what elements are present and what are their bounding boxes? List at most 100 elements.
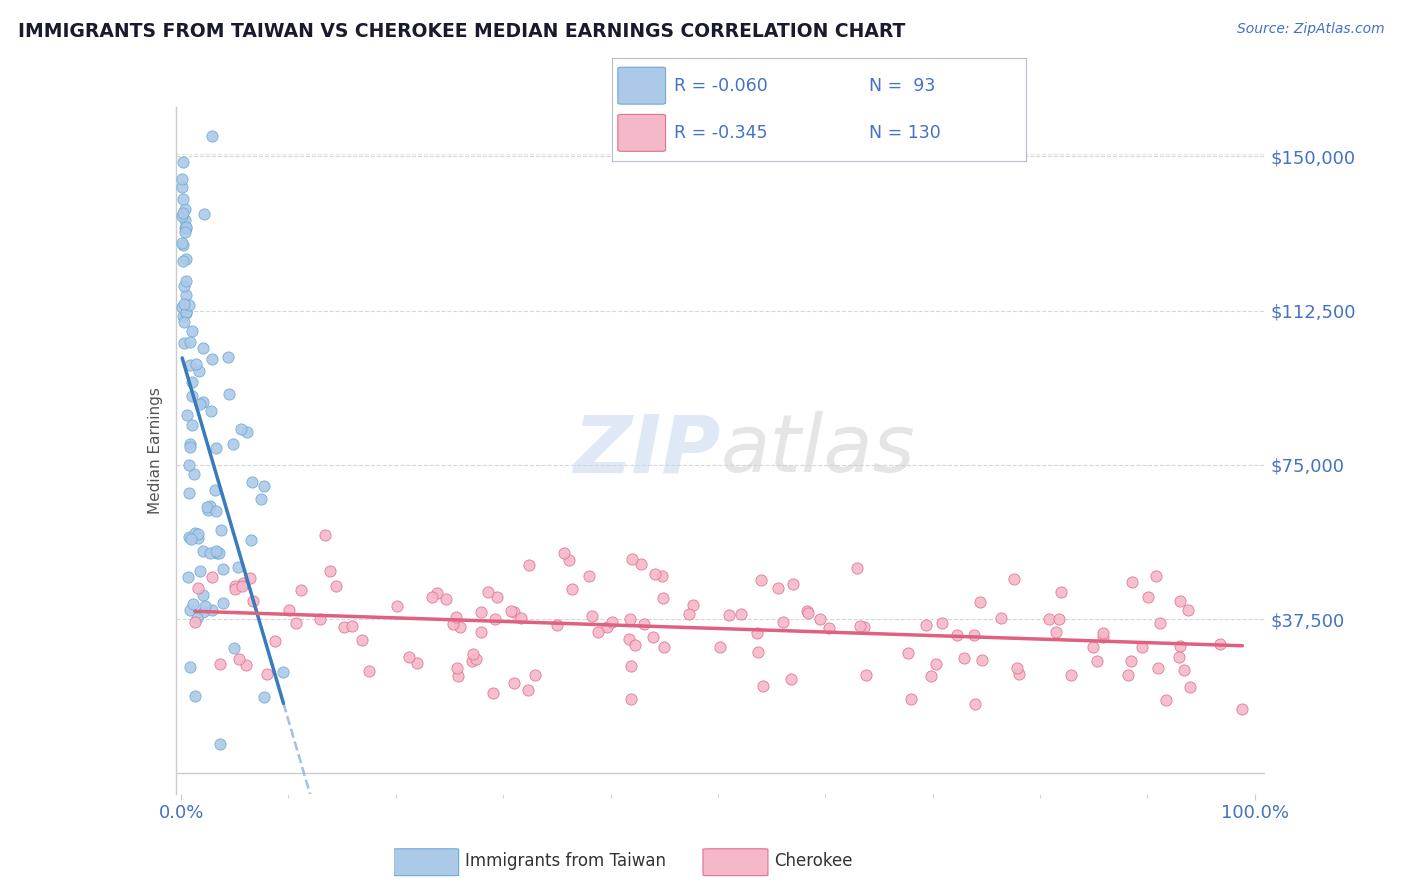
Point (195, 500, 218, 514)
Point (1091, 626, 1114, 640)
Point (173, 335, 195, 350)
Point (209, 737, 232, 751)
Point (768, 581, 790, 595)
Point (853, 620, 876, 634)
Point (990, 610, 1012, 624)
Point (174, 212, 197, 227)
Point (499, 604, 522, 618)
FancyBboxPatch shape (617, 114, 665, 152)
Point (194, 599, 217, 614)
Point (205, 504, 228, 518)
Point (173, 202, 195, 216)
Text: IMMIGRANTS FROM TAIWAN VS CHEROKEE MEDIAN EARNINGS CORRELATION CHART: IMMIGRANTS FROM TAIWAN VS CHEROKEE MEDIA… (18, 22, 905, 41)
Point (221, 437, 243, 451)
Text: ZIP: ZIP (574, 411, 721, 490)
Point (558, 553, 581, 567)
Point (172, 309, 194, 323)
Point (180, 533, 202, 547)
Point (176, 221, 198, 235)
Point (198, 546, 221, 560)
Point (470, 606, 492, 620)
Point (633, 616, 655, 631)
Point (484, 612, 506, 626)
Point (181, 324, 204, 338)
Point (962, 628, 984, 642)
Point (285, 616, 308, 631)
Point (523, 668, 546, 682)
Point (1136, 591, 1159, 605)
Point (682, 599, 704, 613)
Point (644, 567, 666, 582)
Point (172, 206, 194, 220)
Point (191, 605, 214, 619)
Point (630, 558, 652, 572)
Point (252, 479, 274, 493)
Point (179, 660, 201, 674)
Point (224, 579, 246, 593)
Point (517, 558, 540, 573)
Point (931, 616, 953, 631)
Point (1092, 630, 1115, 644)
Point (1050, 585, 1073, 599)
Point (211, 562, 233, 576)
Point (184, 689, 207, 703)
Point (200, 404, 222, 418)
Point (172, 192, 194, 206)
Point (709, 640, 731, 655)
Text: N = 130: N = 130 (869, 124, 941, 142)
Point (925, 657, 948, 671)
Point (187, 581, 209, 595)
Point (581, 608, 603, 623)
Point (172, 155, 194, 169)
Point (179, 530, 201, 544)
Point (177, 485, 200, 500)
Point (193, 544, 215, 558)
Point (235, 657, 257, 672)
Point (187, 531, 209, 545)
Point (502, 605, 524, 619)
Point (621, 552, 644, 566)
Point (342, 619, 364, 633)
Text: R = -0.345: R = -0.345 (673, 124, 768, 142)
Point (201, 352, 224, 367)
Point (173, 297, 195, 311)
Point (1208, 637, 1230, 651)
Point (240, 475, 263, 490)
Point (1232, 701, 1254, 715)
Point (620, 692, 643, 706)
Point (446, 661, 468, 675)
Point (207, 546, 229, 560)
Point (678, 607, 700, 621)
Point (193, 207, 215, 221)
Point (231, 422, 253, 436)
Point (503, 676, 526, 690)
Point (745, 626, 768, 640)
Point (449, 620, 471, 634)
Point (730, 607, 752, 622)
Point (172, 180, 194, 194)
Point (253, 690, 276, 704)
Point (1038, 612, 1060, 626)
Point (325, 579, 347, 593)
Point (1149, 616, 1171, 631)
Point (1154, 693, 1177, 707)
Point (218, 387, 240, 401)
Point (546, 618, 568, 632)
Point (205, 442, 228, 456)
Point (172, 253, 194, 268)
Point (212, 596, 235, 610)
Point (651, 568, 673, 582)
Point (965, 697, 987, 711)
Point (201, 570, 224, 584)
Point (586, 625, 609, 640)
Point (184, 526, 207, 541)
Point (179, 458, 201, 473)
Point (224, 640, 246, 655)
Point (187, 527, 209, 541)
Point (174, 219, 197, 234)
Point (173, 225, 195, 239)
Point (176, 252, 198, 266)
Point (561, 582, 583, 596)
Point (434, 591, 457, 606)
Point (461, 655, 484, 669)
